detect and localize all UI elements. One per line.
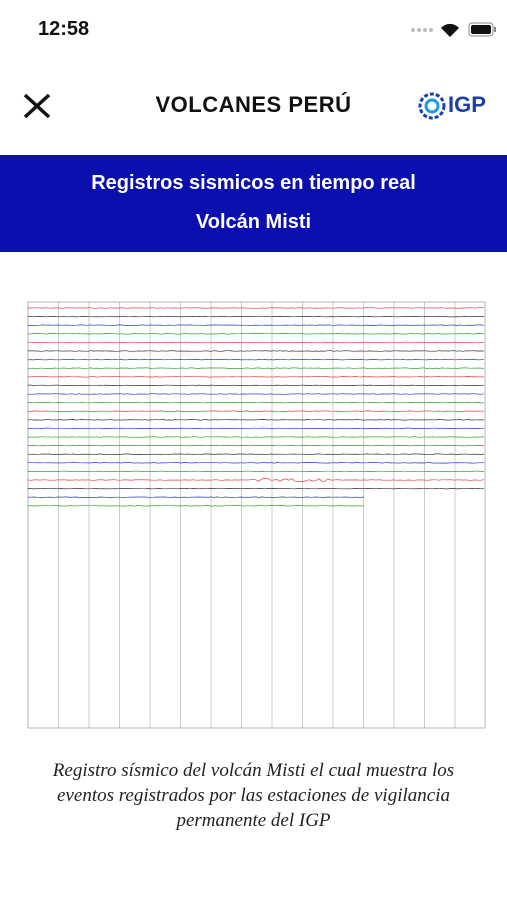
banner-line: Volcán Misti [195, 211, 312, 233]
close-button[interactable] [22, 92, 52, 120]
trace [27, 478, 485, 482]
status-icons [411, 22, 496, 37]
caption-line: permanente del IGP [176, 810, 331, 831]
trace [27, 358, 484, 361]
header-title: VOLCANES PERÚ [155, 92, 352, 117]
caption: Registro sísmico del volcán Misti el cua… [0, 758, 507, 833]
trace [27, 444, 484, 447]
status-time: 12:58 [38, 18, 90, 40]
logo-text: IGP [448, 92, 486, 117]
trace [27, 401, 485, 404]
trace [28, 419, 484, 421]
caption-line: eventos registrados por las estaciones d… [57, 785, 450, 806]
trace [27, 496, 365, 498]
trace [27, 427, 485, 430]
banner: Registros sismicos en tiempo real Volcán… [0, 155, 507, 252]
trace [27, 462, 485, 464]
trace [27, 315, 485, 318]
trace [27, 470, 485, 473]
trace [27, 453, 485, 455]
trace [27, 505, 365, 507]
trace [27, 436, 485, 438]
seismogram [27, 301, 486, 729]
trace [27, 487, 485, 490]
banner-line: Registros sismicos en tiempo real [91, 172, 416, 194]
trace [27, 350, 485, 352]
caption-line: Registro sísmico del volcán Misti el cua… [52, 760, 455, 781]
trace [27, 384, 485, 387]
logo-icon [418, 92, 446, 120]
trace [28, 307, 485, 309]
trace [27, 393, 485, 395]
trace [27, 367, 485, 369]
trace [27, 376, 485, 378]
trace [27, 333, 485, 335]
trace [27, 341, 485, 344]
trace [27, 324, 485, 326]
trace [27, 410, 485, 412]
